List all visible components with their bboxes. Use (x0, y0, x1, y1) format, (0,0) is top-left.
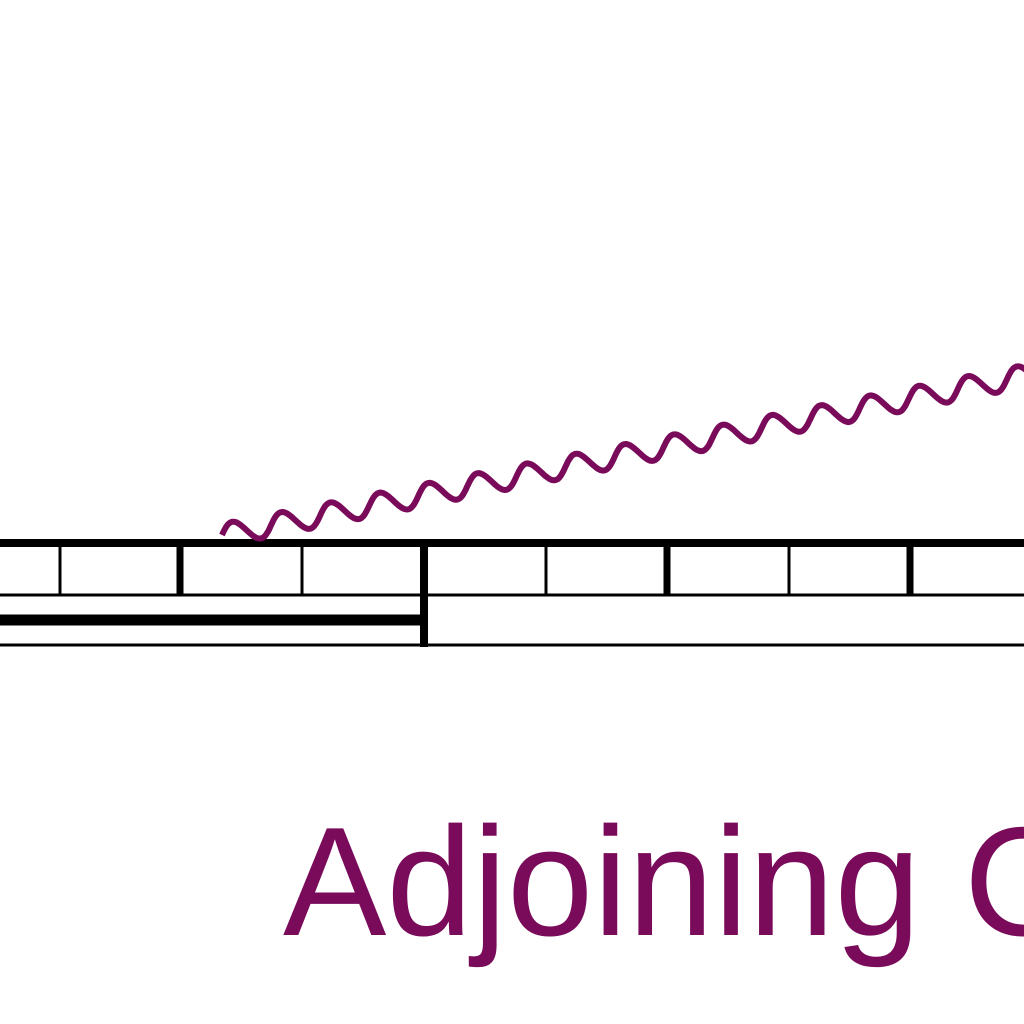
boundary-line (219, 363, 1024, 542)
scale-bar (0, 539, 1024, 647)
area-label: Adjoining C (283, 795, 1024, 968)
